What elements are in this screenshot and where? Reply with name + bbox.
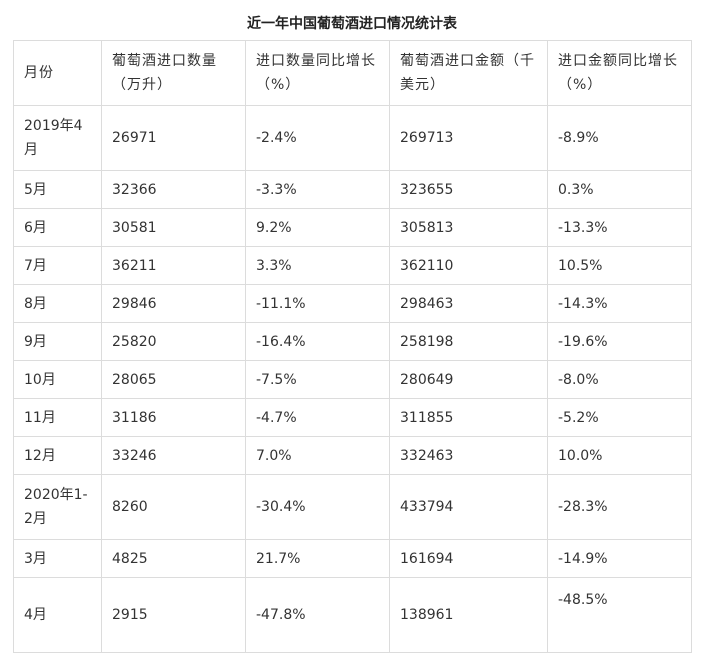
cell-month: 4月 (13, 577, 102, 653)
cell-value-yoy: -19.6% (547, 322, 692, 361)
cell-value: 161694 (389, 539, 548, 578)
table-row: 3月 4825 21.7% 161694 -14.9% (13, 539, 692, 578)
cell-value: 433794 (389, 474, 548, 540)
cell-volume-yoy: 9.2% (245, 208, 390, 247)
cell-volume: 36211 (101, 246, 246, 285)
cell-volume-yoy: -3.3% (245, 170, 390, 209)
cell-volume: 29846 (101, 284, 246, 323)
cell-month: 12月 (13, 436, 102, 475)
table-row: 2020年1-2月 8260 -30.4% 433794 -28.3% (13, 474, 692, 540)
header-import-value: 葡萄酒进口金额（千美元） (389, 40, 548, 106)
cell-volume-yoy: -47.8% (245, 577, 390, 653)
cell-month: 6月 (13, 208, 102, 247)
cell-volume: 25820 (101, 322, 246, 361)
cell-value: 323655 (389, 170, 548, 209)
cell-volume-yoy: 7.0% (245, 436, 390, 475)
cell-value-yoy: -14.9% (547, 539, 692, 578)
cell-month: 9月 (13, 322, 102, 361)
table-row: 2019年4月 26971 -2.4% 269713 -8.9% (13, 105, 692, 171)
table-row: 9月 25820 -16.4% 258198 -19.6% (13, 322, 692, 361)
cell-value-yoy: 10.0% (547, 436, 692, 475)
cell-month: 3月 (13, 539, 102, 578)
cell-volume-yoy: -4.7% (245, 398, 390, 437)
cell-volume: 8260 (101, 474, 246, 540)
header-row: 月份 葡萄酒进口数量（万升） 进口数量同比增长（%） 葡萄酒进口金额（千美元） … (13, 40, 692, 106)
cell-value-yoy: -8.9% (547, 105, 692, 171)
cell-month: 7月 (13, 246, 102, 285)
table-row: 4月 2915 -47.8% 138961 -48.5% (13, 577, 692, 653)
cell-value-yoy: 10.5% (547, 246, 692, 285)
header-import-volume: 葡萄酒进口数量（万升） (101, 40, 246, 106)
cell-volume: 30581 (101, 208, 246, 247)
header-volume-yoy: 进口数量同比增长（%） (245, 40, 390, 106)
cell-month: 11月 (13, 398, 102, 437)
cell-volume: 26971 (101, 105, 246, 171)
cell-volume: 31186 (101, 398, 246, 437)
cell-value-yoy: -8.0% (547, 360, 692, 399)
cell-volume: 2915 (101, 577, 246, 653)
cell-volume: 28065 (101, 360, 246, 399)
cell-value: 269713 (389, 105, 548, 171)
cell-value: 138961 (389, 577, 548, 653)
table-row: 12月 33246 7.0% 332463 10.0% (13, 436, 692, 475)
wine-import-table: 月份 葡萄酒进口数量（万升） 进口数量同比增长（%） 葡萄酒进口金额（千美元） … (13, 40, 692, 653)
cell-month: 2020年1-2月 (13, 474, 102, 540)
cell-value-yoy: -13.3% (547, 208, 692, 247)
cell-value-yoy: 0.3% (547, 170, 692, 209)
cell-month: 8月 (13, 284, 102, 323)
table-row: 8月 29846 -11.1% 298463 -14.3% (13, 284, 692, 323)
cell-volume: 32366 (101, 170, 246, 209)
cell-month: 2019年4月 (13, 105, 102, 171)
cell-month: 10月 (13, 360, 102, 399)
cell-value: 311855 (389, 398, 548, 437)
cell-value: 332463 (389, 436, 548, 475)
cell-volume-yoy: -7.5% (245, 360, 390, 399)
table-title: 近一年中国葡萄酒进口情况统计表 (247, 16, 457, 32)
table-row: 6月 30581 9.2% 305813 -13.3% (13, 208, 692, 247)
cell-value: 305813 (389, 208, 548, 247)
cell-volume-yoy: -2.4% (245, 105, 390, 171)
cell-volume-yoy: -11.1% (245, 284, 390, 323)
table-row: 11月 31186 -4.7% 311855 -5.2% (13, 398, 692, 437)
table-row: 7月 36211 3.3% 362110 10.5% (13, 246, 692, 285)
cell-value-yoy: -14.3% (547, 284, 692, 323)
table-row: 10月 28065 -7.5% 280649 -8.0% (13, 360, 692, 399)
header-value-yoy: 进口金额同比增长（%） (547, 40, 692, 106)
cell-volume: 33246 (101, 436, 246, 475)
cell-volume-yoy: -30.4% (245, 474, 390, 540)
cell-volume: 4825 (101, 539, 246, 578)
cell-value-yoy: -28.3% (547, 474, 692, 540)
cell-value: 298463 (389, 284, 548, 323)
cell-value-yoy: -5.2% (547, 398, 692, 437)
cell-value: 362110 (389, 246, 548, 285)
cell-volume-yoy: -16.4% (245, 322, 390, 361)
cell-value: 280649 (389, 360, 548, 399)
cell-volume-yoy: 3.3% (245, 246, 390, 285)
cell-month: 5月 (13, 170, 102, 209)
cell-volume-yoy: 21.7% (245, 539, 390, 578)
header-month: 月份 (13, 40, 102, 106)
table-row: 5月 32366 -3.3% 323655 0.3% (13, 170, 692, 209)
cell-value: 258198 (389, 322, 548, 361)
cell-value-yoy: -48.5% (547, 577, 692, 653)
